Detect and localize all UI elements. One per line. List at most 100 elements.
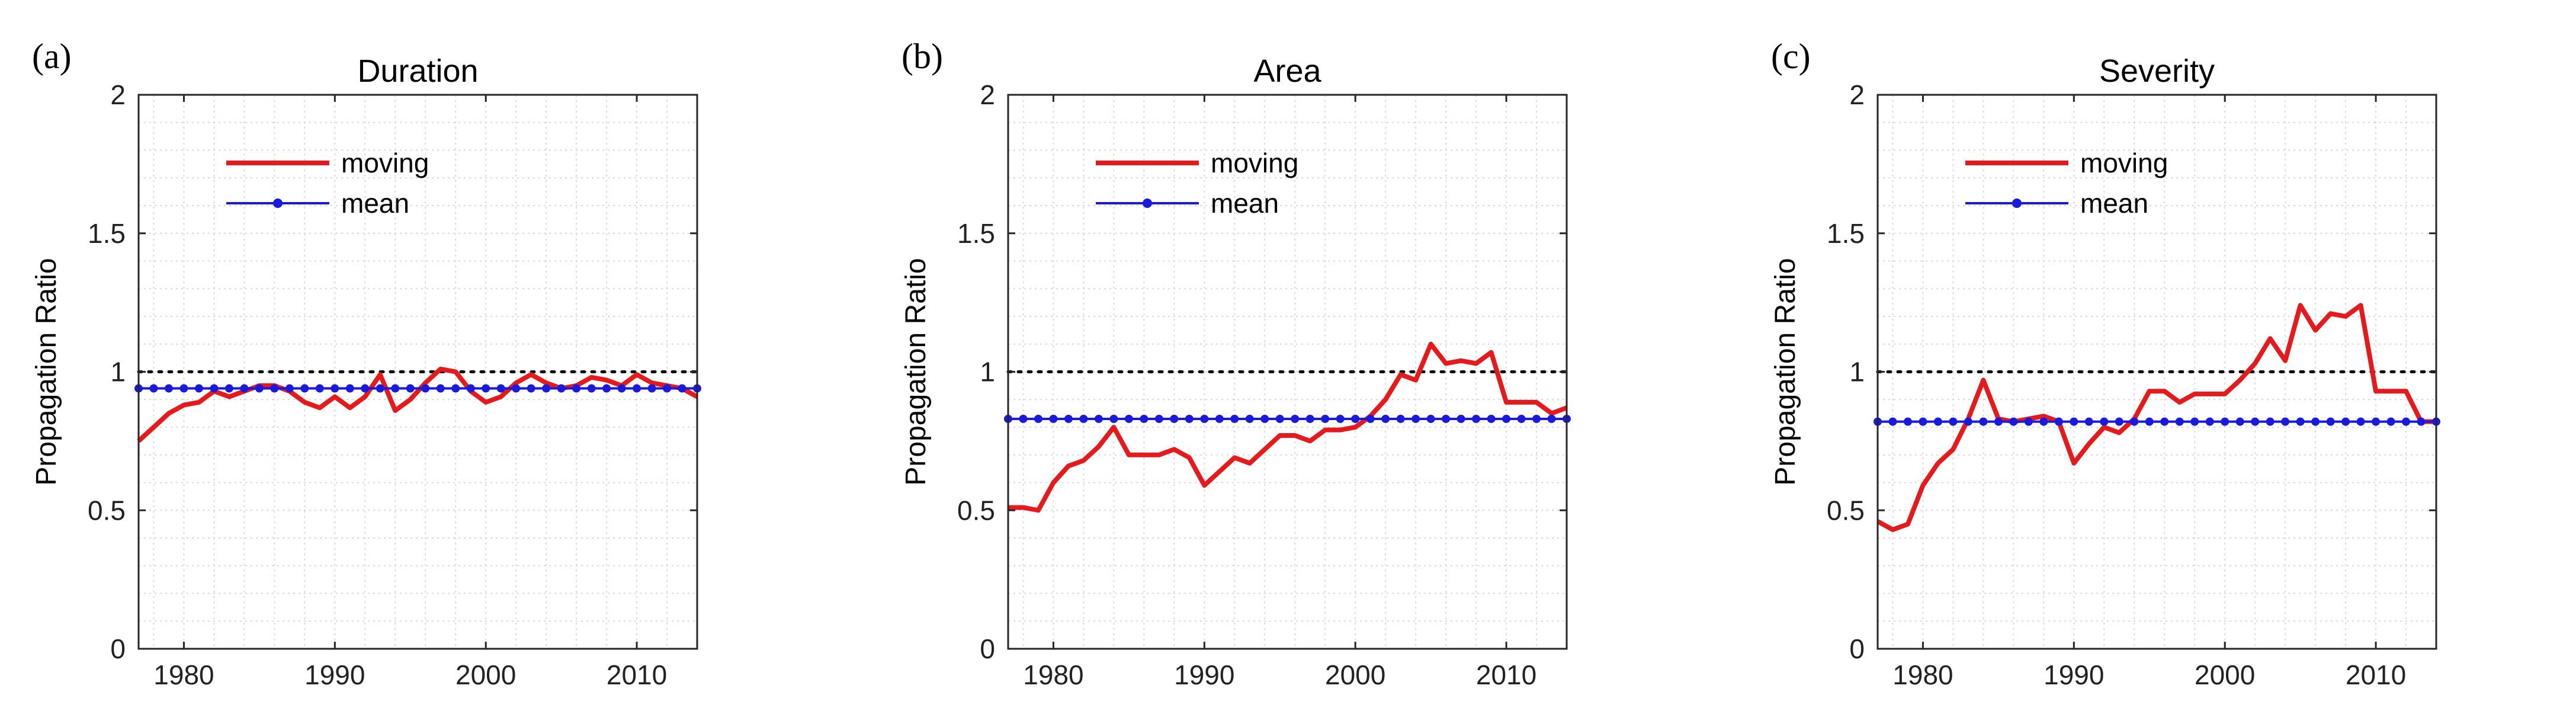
mean-marker (2372, 417, 2381, 426)
y-axis-label: Propagation Ratio (1770, 258, 1801, 485)
mean-marker (466, 384, 475, 393)
mean-marker (2341, 417, 2350, 426)
mean-marker (1245, 414, 1254, 423)
mean-marker (1426, 414, 1435, 423)
legend-marker-mean (273, 198, 283, 208)
x-tick-label: 1990 (304, 659, 365, 690)
mean-marker (164, 384, 173, 393)
chart-panel-3: 1980 1990 2000 2010 0 0.5 1 1.5 2 Propagation Rat… (1770, 37, 2440, 690)
x-tick-label: 2010 (607, 659, 667, 690)
mean-marker (482, 384, 490, 393)
x-tick-label: 2000 (2195, 659, 2255, 690)
mean-marker (270, 384, 279, 393)
mean-marker (1140, 414, 1149, 423)
series-line-moving (1876, 303, 2436, 532)
mean-marker (2281, 417, 2290, 426)
mean-marker (331, 384, 339, 393)
y-tick-label: 1.5 (1827, 218, 1865, 249)
mean-marker (1888, 417, 1897, 426)
mean-marker (194, 384, 203, 393)
y-tick-label: 1 (980, 357, 995, 387)
mean-marker (2326, 417, 2335, 426)
panel-label: (a) (32, 37, 72, 76)
x-tick-label: 2010 (2346, 659, 2406, 690)
y-axis-label: Propagation Ratio (31, 258, 62, 485)
mean-marker (1336, 414, 1345, 423)
mean-marker (1321, 414, 1330, 423)
legend-marker-mean (2012, 198, 2022, 208)
y-axis-label: Propagation Ratio (900, 258, 932, 485)
mean-marker (1903, 417, 1912, 426)
mean-marker (300, 384, 309, 393)
y-tick-label: 1 (1849, 357, 1865, 387)
mean-marker (240, 384, 249, 393)
chart-title: Area (1253, 53, 1321, 89)
mean-marker (1919, 417, 1927, 426)
mean-marker (512, 384, 521, 393)
mean-marker (421, 384, 430, 393)
series-line-moving (1008, 341, 1568, 513)
mean-marker (255, 384, 264, 393)
mean-marker (2130, 417, 2139, 426)
mean-marker (2235, 417, 2244, 426)
mean-marker (2356, 417, 2365, 426)
mean-marker (1547, 414, 1556, 423)
x-tick-label: 1990 (1174, 659, 1234, 690)
mean-marker (2175, 417, 2184, 426)
mean-marker (2251, 417, 2260, 426)
legend-label-mean: mean (341, 188, 409, 219)
mean-marker (2084, 417, 2093, 426)
mean-marker (1472, 414, 1481, 423)
chart-panel-2: 1980 1990 2000 2010 0 0.5 1 1.5 2 Propagation Rat… (900, 37, 1571, 690)
mean-marker (1275, 414, 1284, 423)
y-tick-label: 1.5 (88, 218, 126, 249)
panel-label: (c) (1771, 37, 1811, 76)
y-tick-label: 0 (1849, 633, 1865, 664)
mean-marker (1215, 414, 1224, 423)
chart-title: Severity (2099, 53, 2215, 89)
mean-marker (1994, 417, 2003, 426)
grid (1008, 95, 1567, 649)
mean-marker (633, 384, 641, 393)
mean-marker (224, 384, 233, 393)
mean-marker (1154, 414, 1163, 423)
mean-marker (406, 384, 415, 393)
y-tick-label: 0 (980, 633, 995, 664)
mean-marker (1442, 414, 1451, 423)
mean-marker (678, 384, 686, 393)
legend: moving mean (1965, 148, 2168, 219)
legend-label-mean: mean (1211, 188, 1279, 219)
legend: moving mean (226, 148, 429, 219)
mean-marker (2296, 417, 2305, 426)
mean-marker (1170, 414, 1179, 423)
mean-marker (1964, 417, 1972, 426)
legend-label-moving: moving (341, 148, 429, 178)
mean-marker (2311, 417, 2320, 426)
legend-label-moving: moving (1211, 148, 1298, 178)
mean-marker (1396, 414, 1405, 423)
mean-marker (345, 384, 354, 393)
mean-marker (2100, 417, 2109, 426)
mean-marker (1487, 414, 1496, 423)
mean-marker (1094, 414, 1103, 423)
mean-marker (663, 384, 672, 393)
mean-marker (2070, 417, 2078, 426)
mean-marker (2009, 417, 2018, 426)
mean-marker (2039, 417, 2048, 426)
mean-marker (1079, 414, 1088, 423)
mean-marker (1230, 414, 1239, 423)
y-tick-label: 1.5 (957, 218, 995, 249)
mean-marker (2145, 417, 2154, 426)
legend: moving mean (1096, 148, 1298, 219)
mean-marker (2221, 417, 2229, 426)
mean-marker (602, 384, 611, 393)
mean-marker (542, 384, 551, 393)
y-tick-label: 0.5 (1827, 495, 1865, 526)
chart-panel-1: 1980 1990 2000 2010 0 0.5 1 1.5 2 Propagation Rat… (31, 37, 701, 690)
mean-marker (527, 384, 535, 393)
mean-marker (2054, 417, 2063, 426)
mean-marker (1411, 414, 1420, 423)
y-tick-label: 0 (110, 633, 126, 664)
mean-marker (1979, 417, 1988, 426)
legend-marker-mean (1143, 198, 1152, 208)
